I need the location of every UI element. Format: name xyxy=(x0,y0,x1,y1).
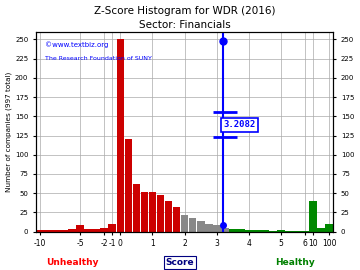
Bar xyxy=(261,230,269,232)
Bar xyxy=(93,228,100,232)
Bar xyxy=(277,230,285,232)
Bar xyxy=(221,228,229,232)
Bar xyxy=(108,224,116,232)
Text: Score: Score xyxy=(166,258,194,267)
Title: Z-Score Histogram for WDR (2016)
Sector: Financials: Z-Score Histogram for WDR (2016) Sector:… xyxy=(94,6,275,29)
Bar xyxy=(84,228,92,232)
Bar xyxy=(229,228,237,232)
Bar xyxy=(205,224,212,232)
Bar xyxy=(157,195,165,232)
Bar xyxy=(68,229,76,232)
Bar xyxy=(117,39,124,232)
Bar xyxy=(44,230,52,232)
Bar xyxy=(237,229,245,232)
Text: Unhealthy: Unhealthy xyxy=(46,258,98,267)
Bar xyxy=(213,225,221,232)
Bar xyxy=(60,230,68,232)
Text: 3.2082: 3.2082 xyxy=(224,120,256,129)
Bar xyxy=(100,228,108,232)
Text: The Research Foundation of SUNY: The Research Foundation of SUNY xyxy=(45,56,152,61)
Bar xyxy=(269,231,277,232)
Y-axis label: Number of companies (997 total): Number of companies (997 total) xyxy=(5,72,12,192)
Bar xyxy=(285,231,293,232)
Bar xyxy=(293,231,301,232)
Bar xyxy=(125,139,132,232)
Bar xyxy=(318,228,325,232)
Bar xyxy=(165,201,172,232)
Bar xyxy=(52,230,60,232)
Bar xyxy=(36,230,44,232)
Bar xyxy=(149,192,156,232)
Bar xyxy=(245,230,253,232)
Bar xyxy=(301,231,309,232)
Bar xyxy=(325,224,333,232)
Bar xyxy=(189,218,197,232)
Bar xyxy=(141,192,148,232)
Bar xyxy=(181,215,188,232)
Bar xyxy=(197,221,204,232)
Bar xyxy=(309,201,317,232)
Bar xyxy=(253,230,261,232)
Bar xyxy=(173,207,180,232)
Bar xyxy=(76,225,84,232)
Text: Healthy: Healthy xyxy=(275,258,315,267)
Text: ©www.textbiz.org: ©www.textbiz.org xyxy=(45,42,108,48)
Bar xyxy=(132,184,140,232)
